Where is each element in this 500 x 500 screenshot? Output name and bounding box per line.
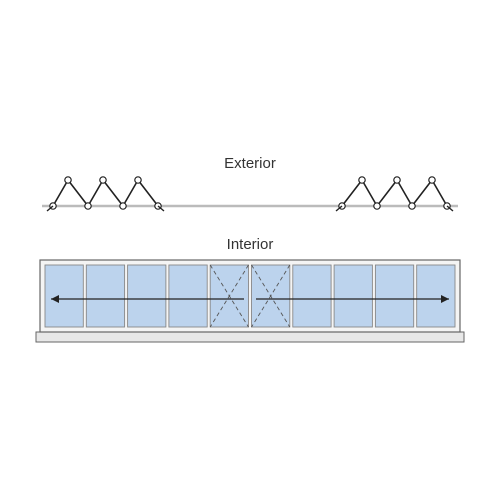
plan-view-svg bbox=[20, 176, 480, 234]
interior-label: Interior bbox=[20, 236, 480, 253]
bifold-door-diagram: Exterior Interior bbox=[20, 155, 480, 345]
plan-view: Exterior Interior bbox=[20, 155, 480, 245]
elevation-view bbox=[20, 255, 480, 345]
exterior-label: Exterior bbox=[20, 155, 480, 172]
elevation-view-svg bbox=[20, 255, 480, 345]
